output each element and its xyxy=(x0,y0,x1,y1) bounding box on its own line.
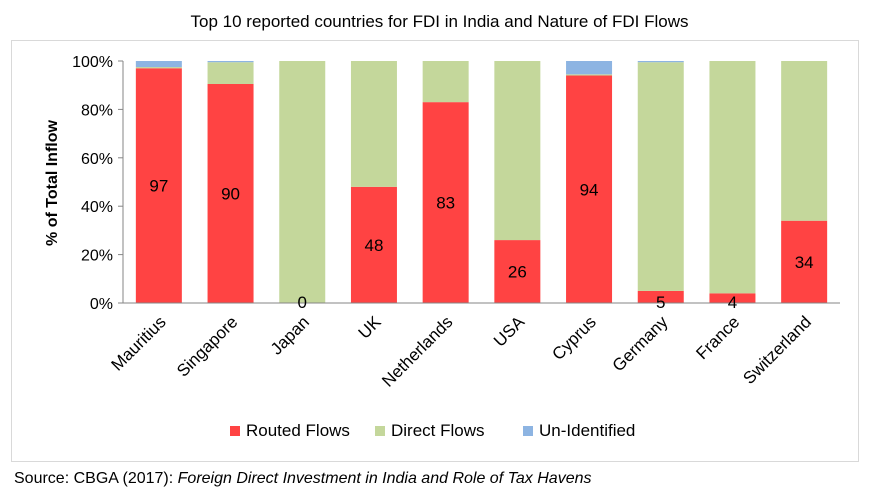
y-tick-label: 100% xyxy=(72,54,113,71)
x-tick-label: France xyxy=(692,312,743,363)
bar-direct-flows-germany xyxy=(637,62,684,291)
data-label: 0 xyxy=(298,293,307,312)
bar-direct-flows-mauritius xyxy=(135,67,182,69)
x-tick-label: Netherlands xyxy=(378,312,456,390)
legend-label: Routed Flows xyxy=(246,421,350,440)
data-label: 5 xyxy=(656,293,665,312)
bar-routed-flows-mauritius xyxy=(135,68,182,303)
bar-direct-flows-france xyxy=(709,61,756,294)
data-label: 97 xyxy=(149,177,168,196)
y-tick-label: 60% xyxy=(81,151,113,168)
y-axis-title: % of Total Inflow xyxy=(44,119,61,245)
bar-direct-flows-japan xyxy=(279,61,326,303)
bar-routed-flows-netherlands xyxy=(422,102,469,303)
y-axis: 0% 20% 40% 60% 80% 100% xyxy=(72,54,124,313)
y-tick-label: 0% xyxy=(90,296,113,313)
y-tick-label: 80% xyxy=(81,102,113,119)
legend-swatch xyxy=(230,426,240,436)
bar-routed-flows-germany xyxy=(637,290,684,303)
x-tick-label: Germany xyxy=(609,312,672,375)
y-tick-label: 20% xyxy=(81,248,113,265)
bar-routed-flows-france xyxy=(709,293,756,303)
bar-routed-flows-usa xyxy=(494,240,541,303)
bar-un-identified-cyprus xyxy=(566,61,613,75)
bar-un-identified-mauritius xyxy=(135,61,182,68)
x-tick-label: Singapore xyxy=(173,312,241,380)
chart-title: Top 10 reported countries for FDI in Ind… xyxy=(190,12,689,31)
bar-un-identified-germany xyxy=(637,61,684,63)
y-tick-label: 40% xyxy=(81,199,113,216)
x-tick-label: Switzerland xyxy=(739,312,815,388)
x-tick-label: UK xyxy=(355,312,386,343)
source-line: Source: CBGA (2017): Foreign Direct Inve… xyxy=(14,470,591,488)
bar-direct-flows-uk xyxy=(350,61,397,187)
legend-swatch xyxy=(375,426,385,436)
x-tick-label: Cyprus xyxy=(548,312,600,364)
x-tick-label: Japan xyxy=(267,312,313,358)
bar-direct-flows-cyprus xyxy=(566,74,613,76)
chart-frame xyxy=(11,40,859,462)
source-prefix: Source: CBGA (2017): xyxy=(14,470,178,487)
x-tick-label: USA xyxy=(490,312,529,351)
legend-label: Un-Identified xyxy=(539,421,635,440)
bars xyxy=(135,61,828,304)
data-label: 48 xyxy=(364,236,383,255)
legend-label: Direct Flows xyxy=(391,421,485,440)
bar-direct-flows-usa xyxy=(494,61,541,241)
data-label: 34 xyxy=(795,253,814,272)
legend: Routed Flows Direct Flows Un-Identified xyxy=(230,421,635,440)
data-label: 83 xyxy=(436,194,455,213)
bar-direct-flows-singapore xyxy=(207,62,254,84)
data-label: 26 xyxy=(508,263,527,282)
bar-routed-flows-switzerland xyxy=(781,220,828,303)
source-citation: Foreign Direct Investment in India and R… xyxy=(177,470,592,487)
data-label: 4 xyxy=(728,293,737,312)
data-label: 90 xyxy=(221,184,240,203)
x-tick-label: Mauritius xyxy=(107,312,169,374)
bar-routed-flows-uk xyxy=(350,186,397,303)
bar-direct-flows-netherlands xyxy=(422,61,469,103)
bar-routed-flows-singapore xyxy=(207,83,254,304)
legend-swatch xyxy=(523,426,533,436)
bar-labels: 97 90 0 48 83 26 94 5 4 34 xyxy=(149,177,813,312)
bar-direct-flows-switzerland xyxy=(781,61,828,221)
data-label: 94 xyxy=(580,180,599,199)
bar-un-identified-singapore xyxy=(207,61,254,63)
bar-routed-flows-cyprus xyxy=(566,75,613,304)
